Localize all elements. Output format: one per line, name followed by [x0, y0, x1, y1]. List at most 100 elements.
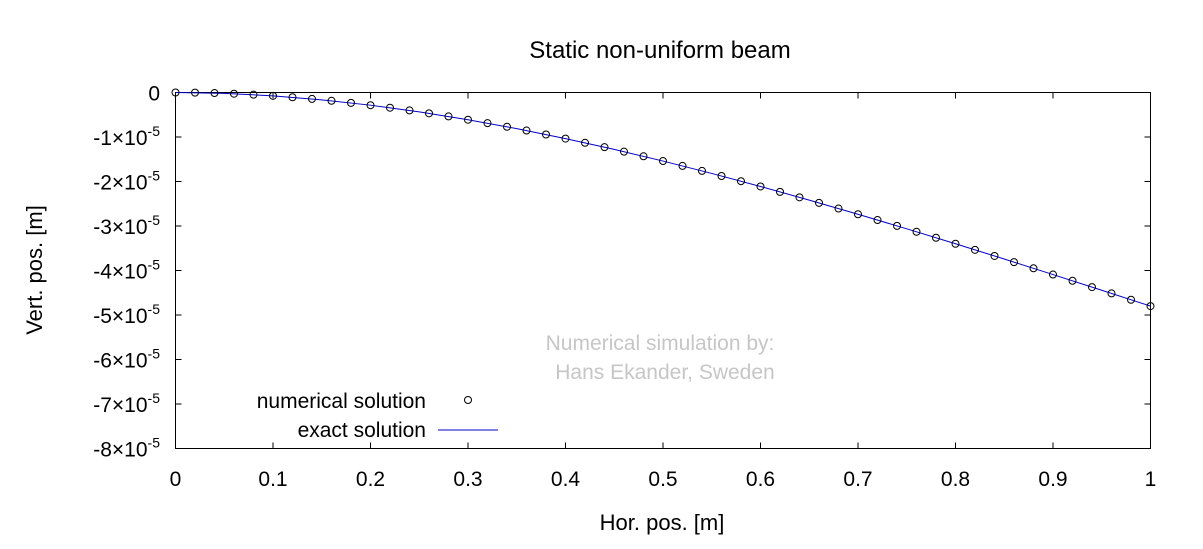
- numerical-point: [561, 134, 570, 143]
- y-tick-label-exponent: -5: [148, 435, 161, 451]
- numerical-point: [210, 89, 219, 98]
- x-axis: 0 0.1 0.2 0.3 0.4 0.5 0.6 0.7 0.8 0.9 1: [170, 92, 1157, 491]
- numerical-point: [269, 91, 277, 100]
- numerical-point: [171, 88, 180, 97]
- x-tick-label: 0.4: [551, 468, 581, 491]
- numerical-point: [1068, 276, 1077, 285]
- numerical-point: [932, 233, 940, 242]
- exact-solution-line: [175, 92, 1151, 307]
- y-tick-label-exponent: -5: [148, 390, 161, 406]
- numerical-point: [834, 204, 843, 213]
- y-axis: 0-1×10-5-2×10-5-3×10-5-4×10-5-5×10-5-6×1…: [93, 83, 1151, 462]
- numerical-point: [893, 221, 901, 230]
- y-tick-label-base: -7×10: [93, 394, 147, 417]
- numerical-point: [951, 239, 960, 248]
- numerical-point: [1127, 295, 1135, 304]
- y-tick-label-base: 0: [148, 83, 160, 106]
- legend-label-numerical: numerical solution: [257, 390, 426, 413]
- numerical-point: [483, 119, 492, 128]
- y-tick-label-base: -8×10: [93, 439, 147, 462]
- y-tick-label: -3×10-5: [93, 212, 160, 239]
- x-tick-label: 0.1: [258, 468, 287, 491]
- y-tick-label-exponent: -5: [148, 346, 161, 362]
- x-tick-label: 0.9: [1038, 468, 1067, 491]
- numerical-point: [308, 94, 316, 103]
- y-tick-label: -5×10-5: [93, 301, 160, 328]
- numerical-point: [347, 98, 355, 107]
- y-tick-label: -4×10-5: [93, 257, 160, 284]
- numerical-point: [366, 101, 375, 110]
- numerical-point: [795, 193, 804, 202]
- legend-marker-numerical: [464, 396, 472, 404]
- y-tick-label: -1×10-5: [93, 123, 160, 150]
- numerical-point: [737, 177, 745, 186]
- y-tick-label-exponent: -5: [148, 168, 161, 184]
- numerical-point: [464, 115, 472, 124]
- numerical-point: [425, 109, 433, 118]
- numerical-point: [191, 88, 199, 97]
- x-tick-label: 0.8: [941, 468, 970, 491]
- y-tick-label: -6×10-5: [93, 346, 160, 373]
- numerical-point: [1029, 264, 1038, 273]
- x-tick-label: 0.6: [746, 468, 775, 491]
- watermark-line-2: Hans Ekander, Sweden: [555, 361, 774, 384]
- numerical-point: [639, 152, 648, 161]
- numerical-point: [1049, 270, 1057, 279]
- y-tick-label-base: -1×10: [93, 127, 147, 150]
- numerical-point: [581, 138, 589, 147]
- x-tick-label: 0: [170, 468, 182, 491]
- legend: numerical solution exact solution: [257, 390, 498, 442]
- numerical-point: [717, 172, 726, 180]
- x-axis-label: Hor. pos. [m]: [600, 510, 725, 535]
- x-tick-label: 0.5: [648, 468, 677, 491]
- y-tick-label-base: -5×10: [93, 305, 147, 328]
- series-exact-solution: [175, 92, 1151, 307]
- y-tick-label: -2×10-5: [93, 168, 160, 195]
- numerical-point: [1146, 302, 1155, 311]
- numerical-point: [1010, 258, 1018, 267]
- numerical-point: [405, 106, 414, 115]
- y-tick-label-exponent: -5: [148, 212, 161, 228]
- numerical-point: [600, 143, 609, 152]
- chart-title: Static non-uniform beam: [529, 37, 790, 64]
- numerical-point: [1107, 289, 1116, 298]
- numerical-point: [815, 198, 823, 207]
- numerical-point: [503, 122, 511, 131]
- numerical-point: [698, 166, 706, 175]
- numerical-point: [327, 96, 336, 105]
- numerical-point: [912, 227, 921, 236]
- x-tick-label: 0.7: [843, 468, 872, 491]
- y-tick-label-base: -2×10: [93, 172, 147, 195]
- numerical-point: [678, 161, 687, 170]
- y-tick-label-base: -4×10: [93, 261, 147, 284]
- numerical-point: [386, 103, 394, 112]
- series-numerical-solution: [171, 88, 1155, 311]
- y-tick-label-exponent: -5: [148, 123, 161, 139]
- y-tick-label: -8×10-5: [93, 435, 160, 462]
- numerical-point: [522, 126, 531, 135]
- watermark: Numerical simulation by: Hans Ekander, S…: [546, 332, 775, 384]
- numerical-point: [230, 89, 238, 98]
- numerical-point: [620, 147, 628, 156]
- numerical-point: [971, 245, 979, 254]
- numerical-point: [756, 182, 765, 191]
- y-tick-label-exponent: -5: [148, 257, 161, 273]
- legend-label-exact: exact solution: [298, 419, 426, 442]
- y-tick-label-exponent: -5: [148, 301, 161, 317]
- numerical-point: [249, 90, 258, 99]
- numerical-point: [873, 216, 882, 225]
- y-tick-label-base: -3×10: [93, 216, 147, 239]
- numerical-point: [776, 187, 784, 196]
- numerical-point: [854, 210, 862, 219]
- numerical-point: [288, 93, 297, 102]
- x-tick-label: 1: [1145, 468, 1157, 491]
- numerical-point: [659, 157, 667, 166]
- y-axis-label: Vert. pos. [m]: [22, 205, 47, 335]
- x-tick-label: 0.2: [356, 468, 385, 491]
- watermark-line-1: Numerical simulation by:: [546, 332, 775, 355]
- y-tick-label: -7×10-5: [93, 390, 160, 417]
- numerical-point: [444, 112, 453, 121]
- numerical-point: [542, 130, 550, 139]
- x-tick-label: 0.3: [453, 468, 482, 491]
